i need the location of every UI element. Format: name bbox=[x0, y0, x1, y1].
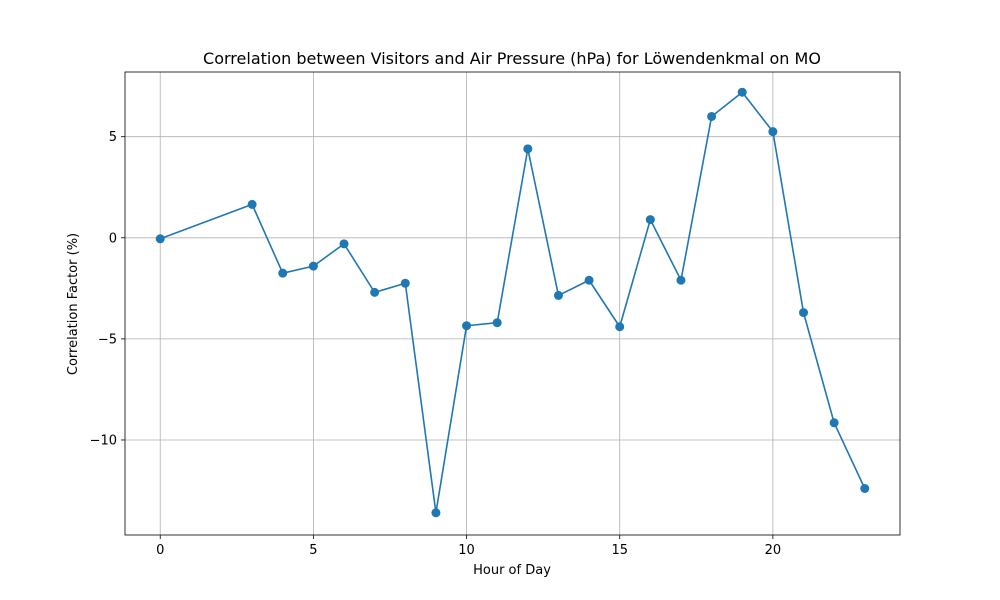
data-point bbox=[553, 290, 563, 300]
x-axis-label: Hour of Day bbox=[473, 563, 551, 578]
data-point bbox=[308, 261, 318, 271]
data-point bbox=[615, 322, 625, 332]
data-point bbox=[523, 144, 533, 154]
y-tick-label: 0 bbox=[109, 231, 117, 246]
axis-ticks: 0 5 10 15 20 −10 −5 0 5 bbox=[90, 130, 782, 558]
data-point bbox=[768, 127, 778, 137]
grid-lines bbox=[125, 72, 900, 535]
data-point bbox=[339, 239, 349, 249]
series-line bbox=[159, 91, 866, 514]
axes-frame bbox=[124, 71, 901, 536]
data-point bbox=[584, 275, 594, 285]
data-point bbox=[400, 278, 410, 288]
data-point bbox=[370, 287, 380, 297]
data-point bbox=[707, 111, 717, 121]
x-tick-label: 20 bbox=[765, 543, 782, 558]
chart-title: Correlation between Visitors and Air Pre… bbox=[203, 49, 821, 68]
y-tick-label: −10 bbox=[90, 433, 117, 448]
data-point bbox=[645, 215, 655, 225]
x-tick-label: 0 bbox=[156, 543, 164, 558]
data-point bbox=[492, 318, 502, 328]
data-point bbox=[247, 199, 257, 209]
data-point bbox=[278, 268, 288, 278]
data-point bbox=[431, 508, 441, 518]
y-axis-label: Correlation Factor (%) bbox=[66, 233, 81, 375]
data-point bbox=[829, 418, 839, 428]
data-point bbox=[155, 234, 165, 244]
y-tick-label: 5 bbox=[109, 130, 117, 145]
data-point bbox=[860, 483, 870, 493]
data-point bbox=[799, 308, 809, 318]
data-point bbox=[676, 275, 686, 285]
x-tick-label: 15 bbox=[611, 543, 628, 558]
x-tick-label: 10 bbox=[458, 543, 475, 558]
data-point bbox=[737, 87, 747, 97]
data-point bbox=[462, 321, 472, 331]
data-series bbox=[155, 87, 870, 518]
y-tick-label: −5 bbox=[98, 332, 117, 347]
x-tick-label: 5 bbox=[309, 543, 317, 558]
